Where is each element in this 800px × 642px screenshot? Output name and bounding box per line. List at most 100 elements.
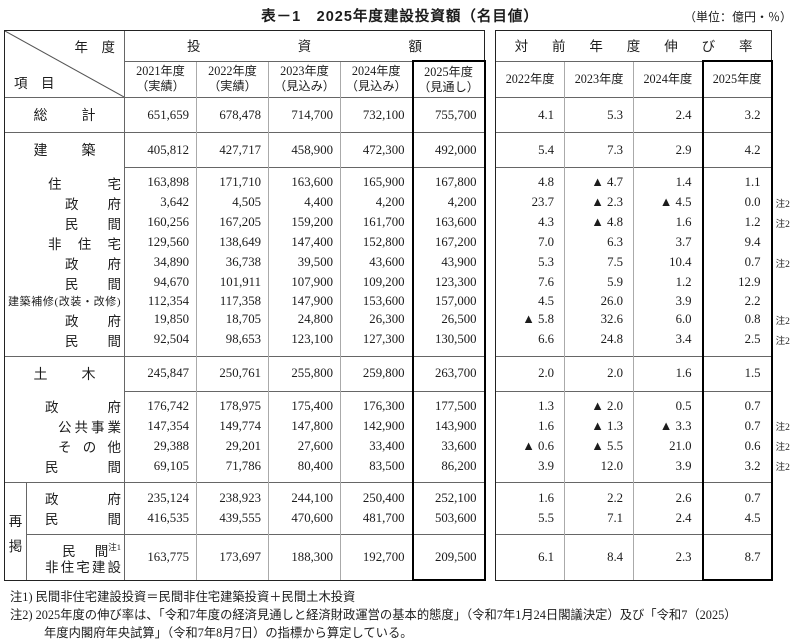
year-label: 2023年度 [280,64,329,79]
invest-value-cell: 405,812 [124,132,197,168]
invest-value-cell: 4,505 [196,192,269,213]
rate-value-cell: 7.1 [564,508,634,535]
rate-value-cell: 1.6 [495,416,565,436]
invest-value-cell: 755,700 [411,97,486,133]
invest-value-cell: 416,535 [124,508,197,535]
rate-value-cell: 1.6 [633,355,703,391]
rate-value-cell: 2.6 [633,482,703,508]
table-row: 政府 19,850 18,705 24,800 26,300 26,500 ▲ 5.8 32.… [4,309,797,330]
table-gap [485,213,496,233]
note-ref [772,273,797,293]
rate-value-cell: 7.3 [564,132,634,168]
row-label: 民間 [26,508,125,535]
rate-value-cell: 2.0 [495,355,565,391]
table-row: 住宅 163,898 171,710 163,600 165,900 167,800 4.8… [4,167,797,193]
rate-year-header-2025: 2025年度 [701,60,773,98]
table-row: 政府 3,642 4,505 4,400 4,200 4,200 23.7 ▲ 2.3 ▲ 4.… [4,192,797,213]
invest-value-cell: 177,500 [411,390,486,416]
row-label-text: 住宅 [48,176,121,192]
rate-value-cell: ▲ 5.5 [564,436,634,456]
rate-value-cell: 4.8 [495,167,565,193]
note-ref: 注2 [775,336,790,347]
table-row: 政府 34,890 36,738 39,500 43,600 43,900 5.3 7.5 10… [4,252,797,273]
invest-value-cell: 26,500 [411,309,486,330]
invest-value-cell: 209,500 [411,534,486,581]
table-gap [485,293,496,310]
invest-value-cell: 472,300 [340,132,413,168]
note-ref: 注2 [775,259,790,270]
rate-value-cell: ▲ 4.5 [633,192,703,213]
invest-value-cell: 3,642 [124,192,197,213]
rate-value-cell: 3.7 [633,232,703,253]
table-row-private-nonresidential: 民間注1 非住宅建設 163,775 173,697 188,300 192,7… [5,534,797,581]
rate-value-cell: 1.1 [701,167,773,193]
invest-value-cell: 492,000 [411,132,486,168]
row-label-text: 非住宅建設 [45,559,121,575]
table-gap [485,98,496,133]
invest-value-cell: 192,700 [340,534,413,581]
rate-value-cell: 2.4 [633,508,703,535]
row-label-text: 建築 [33,144,96,160]
row-label: 民間 [4,212,125,233]
year-sub-label: （見込み） [345,79,407,94]
row-label: 建築 [4,132,125,168]
row-label-text: 政府 [45,492,121,507]
invest-value-cell: 18,705 [196,309,269,330]
invest-group-header: 投資額 [123,30,486,61]
rate-value-cell: 1.6 [495,482,565,508]
invest-value-cell: 651,659 [124,97,197,133]
invest-value-cell: 167,200 [411,232,486,253]
rate-value-cell: ▲ 2.0 [564,390,634,416]
year-sub-label: （見通し） [418,79,479,94]
invest-value-cell: 503,600 [411,508,486,535]
rate-value-cell: ▲ 4.8 [564,212,634,233]
invest-value-cell: 427,717 [196,132,269,168]
invest-value-cell: 138,649 [196,232,269,253]
rate-value-cell: 5.4 [495,132,565,168]
row-label: 民間 [4,329,125,356]
note-ref: 注2 [775,443,790,453]
invest-value-cell: 176,742 [124,390,197,416]
invest-value-cell: 143,900 [411,416,486,436]
table-gap [485,273,496,293]
invest-year-header: 2023年度 （見込み） [268,60,341,98]
invest-value-cell: 152,800 [340,232,413,253]
invest-value-cell: 250,761 [196,355,269,391]
invest-value-cell: 33,600 [411,436,486,456]
year-label: 2025年度 [424,64,473,79]
invest-value-cell: 160,256 [124,212,197,233]
rate-value-cell: 5.9 [564,272,634,293]
rate-value-cell: 1.2 [701,212,773,233]
table-row: 公共事業 147,354 149,774 147,800 142,900 143,900 1… [4,416,797,436]
table-gap [485,133,496,168]
invest-value-cell: 112,354 [124,292,197,310]
rate-value-cell: 0.0 [701,192,773,213]
table-gap [485,233,496,253]
invest-value-cell: 235,124 [124,482,197,508]
row-label-text: 政府 [65,313,121,329]
invest-value-cell: 250,400 [340,482,413,508]
row-label-text: 政府 [65,256,121,272]
row-label: その他 [4,436,125,456]
rate-value-cell: 1.5 [701,355,773,391]
invest-value-cell: 107,900 [268,272,341,293]
table-row: 建築補修(改装・改修) 112,354 117,358 147,900 153,600 1… [4,292,797,310]
note-ref [772,233,797,253]
page-title: 表－1 2025年度建設投資額（名目値） [261,9,539,25]
row-label: 政府 [4,192,125,213]
rate-value-cell: ▲ 3.3 [633,416,703,436]
row-label-text: その他 [58,440,121,455]
invest-value-cell: 109,200 [340,272,413,293]
invest-value-cell: 263,700 [411,355,486,391]
rate-value-cell: 1.3 [495,390,565,416]
table-gap [485,330,496,357]
invest-value-cell: 439,555 [196,508,269,535]
rate-value-cell: 32.6 [564,309,634,330]
rate-value-cell: 2.2 [564,482,634,508]
rate-value-cell: ▲ 4.7 [564,167,634,193]
footnotes: 注1) 民間非住宅建設投資＝民間非住宅建築投資＋民間土木投資 注2) 2025年… [10,588,796,642]
table-gap [485,416,496,436]
rate-value-cell: 4.3 [495,212,565,233]
row-label: 住宅 [4,167,125,193]
table-gap [485,61,496,98]
